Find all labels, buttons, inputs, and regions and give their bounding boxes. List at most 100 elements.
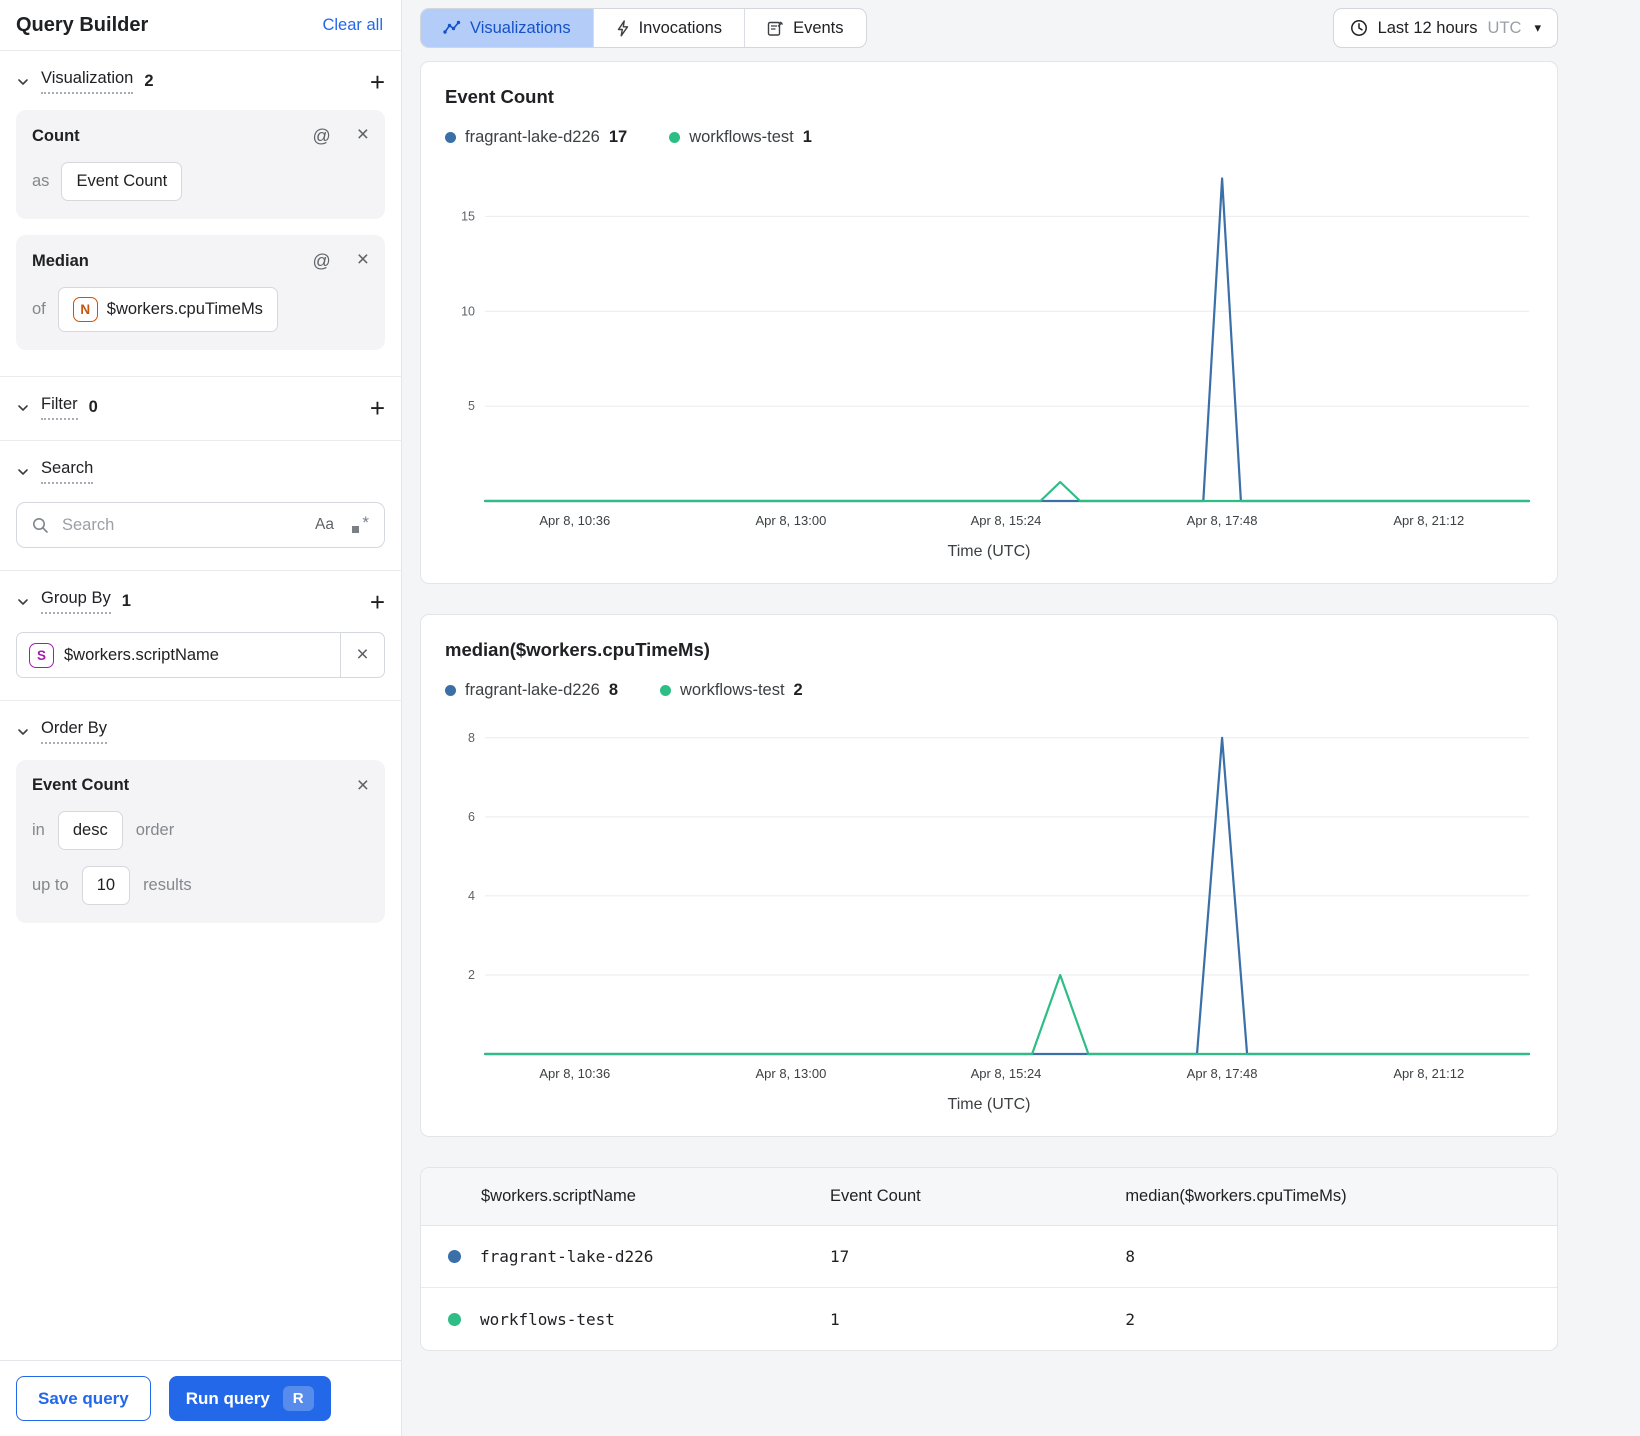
save-query-button[interactable]: Save query xyxy=(16,1376,151,1421)
script-name-cell: workflows-test xyxy=(480,1309,615,1329)
regex-icon[interactable]: * xyxy=(351,513,369,534)
clear-all-link[interactable]: Clear all xyxy=(322,16,383,34)
series-dot xyxy=(448,1250,461,1263)
table-row[interactable]: fragrant-lake-d226 17 8 xyxy=(421,1226,1557,1288)
filter-count: 0 xyxy=(88,398,98,416)
search-input[interactable] xyxy=(60,514,305,536)
result-limit-chip[interactable]: 10 xyxy=(81,866,131,905)
at-mention-icon[interactable]: @ xyxy=(312,126,331,146)
tab-visualizations[interactable]: Visualizations xyxy=(421,9,594,47)
match-case-icon[interactable]: Aa xyxy=(315,516,334,533)
chevron-down-icon[interactable] xyxy=(16,595,30,609)
svg-text:Apr 8, 21:12: Apr 8, 21:12 xyxy=(1393,513,1464,528)
lightning-icon xyxy=(617,19,628,36)
remove-group-by-button[interactable]: × xyxy=(340,633,384,677)
series-total: 17 xyxy=(608,128,628,146)
legend-item[interactable]: workflows-test 2 xyxy=(660,681,803,700)
svg-text:Apr 8, 17:48: Apr 8, 17:48 xyxy=(1187,1066,1258,1081)
median-chart-panel: median($workers.cpuTimeMs) fragrant-lake… xyxy=(420,614,1558,1137)
remove-count-icon[interactable]: × xyxy=(356,123,369,146)
svg-text:Apr 8, 13:00: Apr 8, 13:00 xyxy=(755,513,826,528)
chart-title: Event Count xyxy=(445,86,554,107)
view-tabs: Visualizations Invocations Events xyxy=(420,8,867,48)
results-table: $workers.scriptName Event Count median($… xyxy=(420,1167,1558,1351)
filter-section: Filter 0 + xyxy=(0,377,401,441)
event-count-chart-panel: Event Count fragrant-lake-d226 17 workfl… xyxy=(420,61,1558,584)
median-field-chip[interactable]: N $workers.cpuTimeMs xyxy=(57,287,278,332)
svg-text:2: 2 xyxy=(468,968,475,982)
visualization-section-title: Visualization xyxy=(41,69,134,94)
search-section-title: Search xyxy=(41,459,94,484)
svg-text:Apr 8, 10:36: Apr 8, 10:36 xyxy=(539,513,610,528)
column-header-median: median($workers.cpuTimeMs) xyxy=(1125,1187,1347,1205)
clock-icon xyxy=(1350,20,1367,36)
svg-text:Apr 8, 15:24: Apr 8, 15:24 xyxy=(971,513,1042,528)
remove-median-icon[interactable]: × xyxy=(356,248,369,271)
series-dot xyxy=(445,685,456,696)
series-dot xyxy=(448,1312,461,1326)
legend-item[interactable]: workflows-test 1 xyxy=(669,128,812,147)
count-alias-chip[interactable]: Event Count xyxy=(61,162,183,201)
event-count-chart[interactable]: 5 10 15 Apr 8, 10:36 Apr 8, 13:00 Apr 8, 15:2… xyxy=(445,155,1533,539)
svg-text:4: 4 xyxy=(468,889,475,903)
as-label: as xyxy=(32,172,50,190)
svg-text:10: 10 xyxy=(461,304,475,318)
table-row[interactable]: workflows-test 1 2 xyxy=(421,1288,1557,1350)
order-by-section-title: Order By xyxy=(41,719,108,744)
series-total: 1 xyxy=(802,128,812,146)
group-by-count: 1 xyxy=(121,592,131,610)
order-by-card: Event Count × in desc order up to 10 res… xyxy=(16,760,385,923)
chevron-down-icon[interactable] xyxy=(16,465,30,479)
sidebar-header: Query Builder Clear all xyxy=(0,0,401,51)
median-field-name: $workers.cpuTimeMs xyxy=(106,300,263,318)
series-name: fragrant-lake-d226 xyxy=(465,128,600,146)
svg-text:Apr 8, 10:36: Apr 8, 10:36 xyxy=(539,1066,610,1081)
at-mention-icon[interactable]: @ xyxy=(312,251,331,271)
event-count-cell: 1 xyxy=(829,1309,840,1329)
run-query-label: Run query xyxy=(185,1388,270,1408)
series-total: 2 xyxy=(793,681,803,699)
tab-events[interactable]: Events xyxy=(745,9,865,47)
chevron-down-icon[interactable] xyxy=(16,75,30,89)
tab-invocations[interactable]: Invocations xyxy=(594,9,746,47)
svg-text:Apr 8, 17:48: Apr 8, 17:48 xyxy=(1187,513,1258,528)
script-name-cell: fragrant-lake-d226 xyxy=(480,1247,654,1266)
order-by-section: Order By Event Count × in desc order up … xyxy=(0,701,401,949)
series-name: fragrant-lake-d226 xyxy=(465,681,600,699)
legend-item[interactable]: fragrant-lake-d226 17 xyxy=(445,128,627,147)
string-type-icon: S xyxy=(29,642,54,668)
tab-label: Visualizations xyxy=(470,18,571,37)
group-by-item[interactable]: S $workers.scriptName × xyxy=(16,632,385,678)
page-title: Query Builder xyxy=(16,14,149,36)
order-by-field: Event Count xyxy=(32,776,130,794)
chevron-down-icon[interactable] xyxy=(16,725,30,739)
number-type-icon: N xyxy=(72,297,98,322)
visualization-section-header: Visualization 2 + xyxy=(16,57,385,104)
sidebar-footer: Save query Run query R xyxy=(0,1360,401,1436)
run-query-button[interactable]: Run query R xyxy=(168,1376,331,1421)
add-group-by-button[interactable]: + xyxy=(369,586,385,617)
event-count-cell: 17 xyxy=(829,1247,850,1266)
column-header-event-count: Event Count xyxy=(829,1187,921,1205)
series-name: workflows-test xyxy=(680,681,785,699)
remove-order-by-icon[interactable]: × xyxy=(356,773,369,797)
time-zone-label: UTC xyxy=(1487,18,1522,37)
svg-text:6: 6 xyxy=(468,810,475,824)
visualization-count: 2 xyxy=(144,72,154,90)
tab-label: Events xyxy=(793,18,844,37)
median-visualization-card: Median @ × of N $workers.cpuTimeMs xyxy=(16,235,385,350)
add-filter-button[interactable]: + xyxy=(369,392,385,423)
sort-direction-chip[interactable]: desc xyxy=(57,811,123,850)
median-cputime-chart[interactable]: 2 4 6 8 Apr 8, 10:36 Apr 8, 13:00 Apr 8, 15:24… xyxy=(445,708,1533,1092)
legend-item[interactable]: fragrant-lake-d226 8 xyxy=(445,681,618,700)
add-visualization-button[interactable]: + xyxy=(369,66,385,97)
time-range-dropdown[interactable]: Last 12 hours UTC ▾ xyxy=(1332,8,1558,48)
series-dot xyxy=(669,132,681,143)
close-icon: × xyxy=(356,643,369,666)
median-cell: 8 xyxy=(1125,1247,1135,1266)
chevron-down-icon[interactable] xyxy=(16,401,30,415)
svg-text:5: 5 xyxy=(468,399,475,413)
median-card-title: Median xyxy=(32,252,89,270)
run-shortcut-badge: R xyxy=(282,1386,314,1411)
series-dot xyxy=(660,685,672,696)
